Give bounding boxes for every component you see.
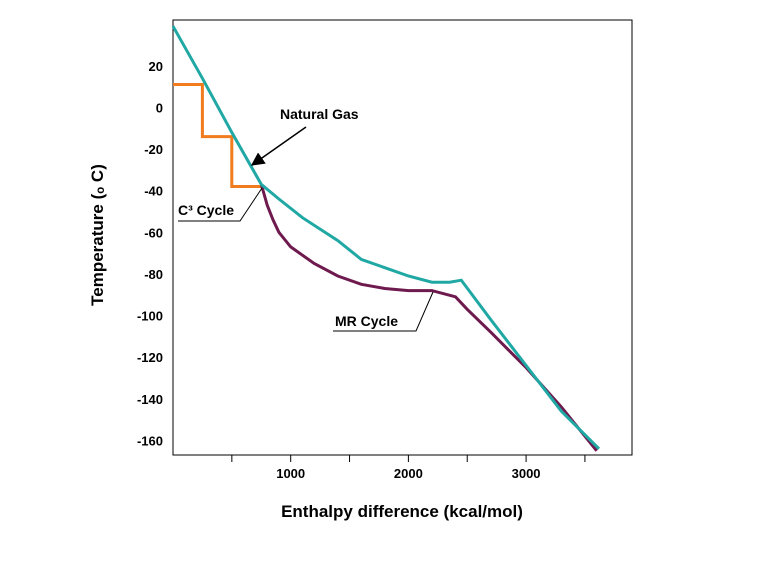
c3-cycle-leader [178, 187, 263, 222]
natural-gas-arrow [250, 126, 307, 166]
series-line-c3-cycle [173, 83, 262, 188]
series-line-mr-cycle [259, 183, 598, 452]
mr-cycle-annotation: MR Cycle [335, 313, 398, 329]
y-tick-label: -40 [144, 184, 163, 199]
y-tick-label: 0 [156, 100, 163, 115]
y-tick-label: -20 [144, 142, 163, 157]
y-tick-label: -60 [144, 225, 163, 240]
x-axis-title: Enthalpy difference (kcal/mol) [281, 502, 523, 521]
c3-cycle-annotation: C³ Cycle [178, 202, 234, 218]
y-tick-label: -120 [137, 350, 163, 365]
x-tick-label: 1000 [276, 466, 305, 481]
natural-gas-annotation: Natural Gas [280, 106, 359, 122]
y-tick-label: -140 [137, 392, 163, 407]
y-tick-label: -160 [137, 433, 163, 448]
plot-frame [172, 19, 633, 456]
mr-cycle-leader [333, 291, 434, 332]
y-tick-label: 20 [149, 59, 163, 74]
x-tick-label: 2000 [394, 466, 423, 481]
x-tick-label: 3000 [512, 466, 541, 481]
y-tick-label: -80 [144, 267, 163, 282]
y-axis-title: Temperature (ₒ C) [88, 164, 107, 306]
y-tick-label: -100 [137, 309, 163, 324]
series-line-natural-gas [171, 25, 601, 450]
